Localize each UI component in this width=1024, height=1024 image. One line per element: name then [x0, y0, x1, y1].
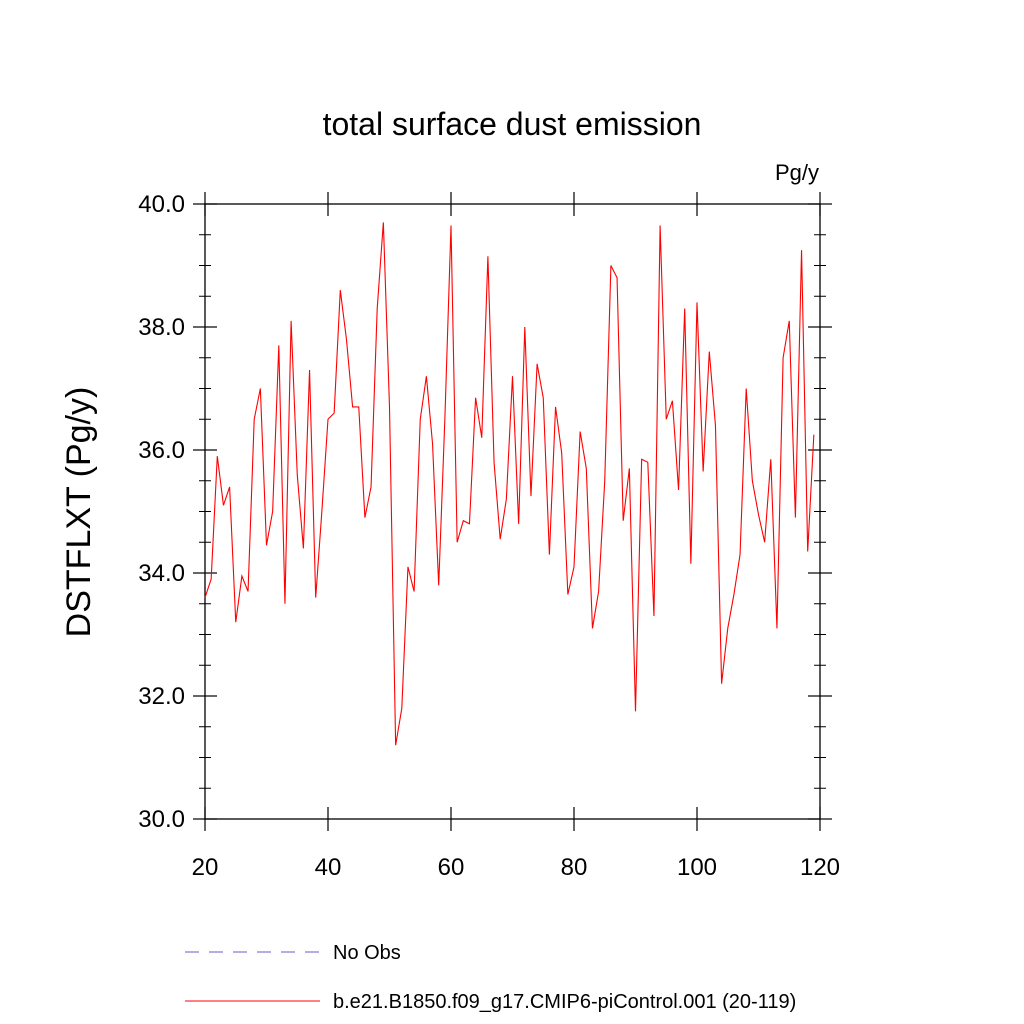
y-tick-label: 34.0 — [138, 560, 185, 587]
plot-frame — [204, 203, 821, 820]
x-tick-label: 40 — [315, 854, 342, 881]
axis-ticks: 20 40 60 80 100 120 30.0 32.0 34.0 36.0 38.0 40.0 — [138, 191, 840, 881]
y-tick-label: 40.0 — [138, 191, 185, 218]
y-tick-label: 32.0 — [138, 683, 185, 710]
legend-label: b.e21.B1850.f09_g17.CMIP6-piControl.001 … — [333, 991, 796, 1013]
x-tick-label: 80 — [561, 854, 588, 881]
y-tick-label: 38.0 — [138, 314, 185, 341]
units-label: Pg/y — [775, 160, 819, 185]
legend: No Obs b.e21.B1850.f09_g17.CMIP6-piContro… — [185, 942, 796, 1013]
x-tick-label: 120 — [800, 854, 840, 881]
y-tick-label: 36.0 — [138, 437, 185, 464]
legend-label: No Obs — [333, 942, 401, 964]
x-tick-label: 100 — [677, 854, 717, 881]
chart-title: total surface dust emission — [323, 106, 702, 142]
x-tick-label: 60 — [438, 854, 465, 881]
series-line — [204, 222, 815, 746]
y-axis-label: DSTFLXT (Pg/y) — [60, 387, 98, 638]
y-tick-label: 30.0 — [138, 806, 185, 833]
x-tick-label: 20 — [192, 854, 219, 881]
series-group — [204, 222, 815, 746]
